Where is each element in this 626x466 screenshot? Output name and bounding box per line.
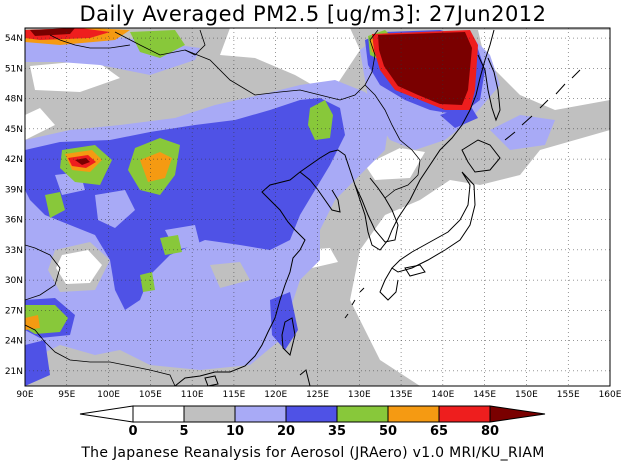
coastlines	[174, 29, 581, 386]
map-frame	[24, 27, 611, 387]
map-title: Daily Averaged PM2.5 [ug/m3]: 27Jun2012	[79, 2, 547, 26]
lat-tick-label: 33N	[5, 246, 23, 256]
colorbar-level-label: 50	[379, 424, 397, 439]
lat-tick-label: 51N	[5, 64, 23, 74]
longitude-ticks: 90E 95E 100E 105E 110E 115E 120E 125E 130E 135E 14…	[16, 390, 621, 400]
colorbar-arrow-low	[79, 405, 134, 423]
colorbar-box	[132, 405, 185, 423]
lat-tick-label: 27N	[5, 306, 23, 316]
colorbar-level-label: 20	[277, 424, 295, 439]
lon-tick-label: 120E	[264, 390, 287, 400]
lon-tick-label: 145E	[473, 390, 496, 400]
graticule	[25, 28, 610, 386]
lon-tick-label: 155E	[557, 390, 580, 400]
colorbar-level-label: 80	[481, 424, 499, 439]
colorbar-box	[234, 405, 287, 423]
lon-tick-label: 125E	[306, 390, 329, 400]
lat-tick-label: 45N	[5, 125, 23, 135]
lon-tick-label: 150E	[515, 390, 538, 400]
lat-tick-label: 30N	[5, 276, 23, 286]
lon-tick-label: 135E	[390, 390, 413, 400]
colorbar-arrow-high	[489, 405, 546, 423]
lon-tick-label: 115E	[222, 390, 245, 400]
colorbar-level-label: 35	[328, 424, 346, 439]
lon-tick-label: 90E	[16, 390, 33, 400]
lat-tick-label: 48N	[5, 95, 23, 105]
colorbar-level-label: 65	[430, 424, 448, 439]
lon-tick-label: 110E	[181, 390, 204, 400]
concentration-field	[25, 28, 610, 386]
lon-tick-label: 105E	[139, 390, 162, 400]
colorbar-box	[336, 405, 389, 423]
lon-tick-label: 100E	[97, 390, 120, 400]
colorbar-box	[387, 405, 440, 423]
lat-tick-label: 42N	[5, 155, 23, 165]
colorbar-box	[285, 405, 338, 423]
lat-tick-label: 39N	[5, 185, 23, 195]
latitude-ticks: 21N 24N 27N 30N 33N 36N 39N 42N 45N 48N 51N 54N	[5, 34, 23, 377]
lat-tick-label: 54N	[5, 34, 23, 44]
colorbar-level-label: 10	[226, 424, 244, 439]
lon-tick-label: 140E	[431, 390, 454, 400]
field-0-5	[25, 28, 610, 386]
boundaries	[25, 29, 421, 386]
colorbar-level-label: 0	[128, 424, 137, 439]
footer-credit: The Japanese Reanalysis for Aerosol (JRA…	[81, 445, 545, 461]
colorbar-box	[183, 405, 236, 423]
lon-tick-label: 95E	[58, 390, 75, 400]
lon-tick-label: 160E	[599, 390, 622, 400]
lat-tick-label: 21N	[5, 367, 23, 377]
colorbar-level-label: 5	[179, 424, 188, 439]
lat-tick-label: 24N	[5, 337, 23, 347]
colorbar-box	[438, 405, 491, 423]
colorbar: 0 5 10 20 35 50 65 80	[79, 405, 546, 439]
lon-tick-label: 130E	[348, 390, 371, 400]
lat-tick-label: 36N	[5, 216, 23, 226]
